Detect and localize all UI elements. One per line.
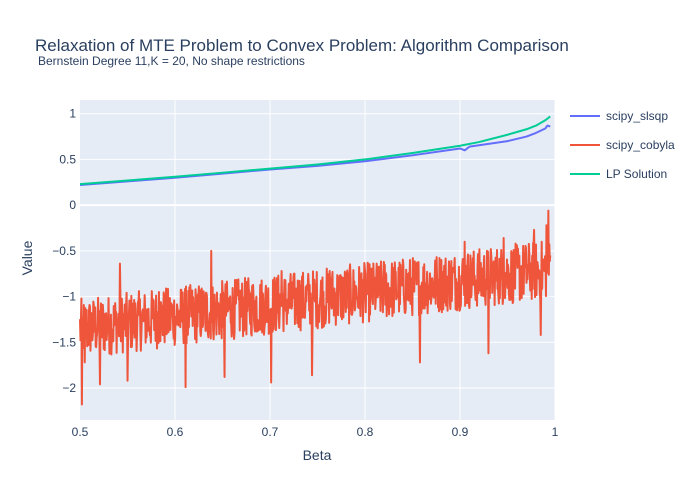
series-layer (79, 115, 552, 406)
chart-subtitle: Bernstein Degree 11,K = 20, No shape res… (38, 54, 305, 68)
x-tick-label: 0.9 (452, 425, 469, 439)
y-axis-ticks: 1 0.5 0 −0.5 −1 −1.5 −2 (52, 107, 76, 395)
plot-background (80, 100, 555, 420)
x-tick-label: 0.8 (357, 425, 374, 439)
y-tick-label: 0 (69, 198, 76, 212)
y-tick-label: 1 (69, 107, 76, 121)
legend-item[interactable]: scipy_slsqp (570, 109, 668, 123)
legend-item[interactable]: LP Solution (570, 167, 667, 181)
legend-label: scipy_slsqp (606, 109, 668, 123)
y-tick-label: −0.5 (52, 244, 76, 258)
x-tick-label: 1 (552, 425, 559, 439)
series-line-scipy-cobyla (79, 209, 552, 406)
y-tick-label: 0.5 (59, 152, 76, 166)
legend: scipy_slsqp scipy_cobyla LP Solution (570, 109, 675, 181)
x-tick-label: 0.6 (167, 425, 184, 439)
x-tick-label: 0.7 (262, 425, 279, 439)
legend-item[interactable]: scipy_cobyla (570, 138, 675, 152)
plot-area[interactable] (79, 100, 556, 420)
y-tick-label: −1 (62, 290, 76, 304)
y-tick-label: −1.5 (52, 335, 76, 349)
legend-label: LP Solution (606, 167, 667, 181)
series-line-lp-solution (79, 115, 551, 186)
x-axis-ticks: 0.5 0.6 0.7 0.8 0.9 1 (72, 425, 559, 439)
legend-label: scipy_cobyla (606, 138, 675, 152)
y-axis-title: Value (19, 240, 35, 275)
x-tick-label: 0.5 (72, 425, 89, 439)
y-tick-label: −2 (62, 381, 76, 395)
x-axis-title: Beta (303, 447, 332, 463)
chart-title: Relaxation of MTE Problem to Convex Prob… (35, 36, 569, 55)
